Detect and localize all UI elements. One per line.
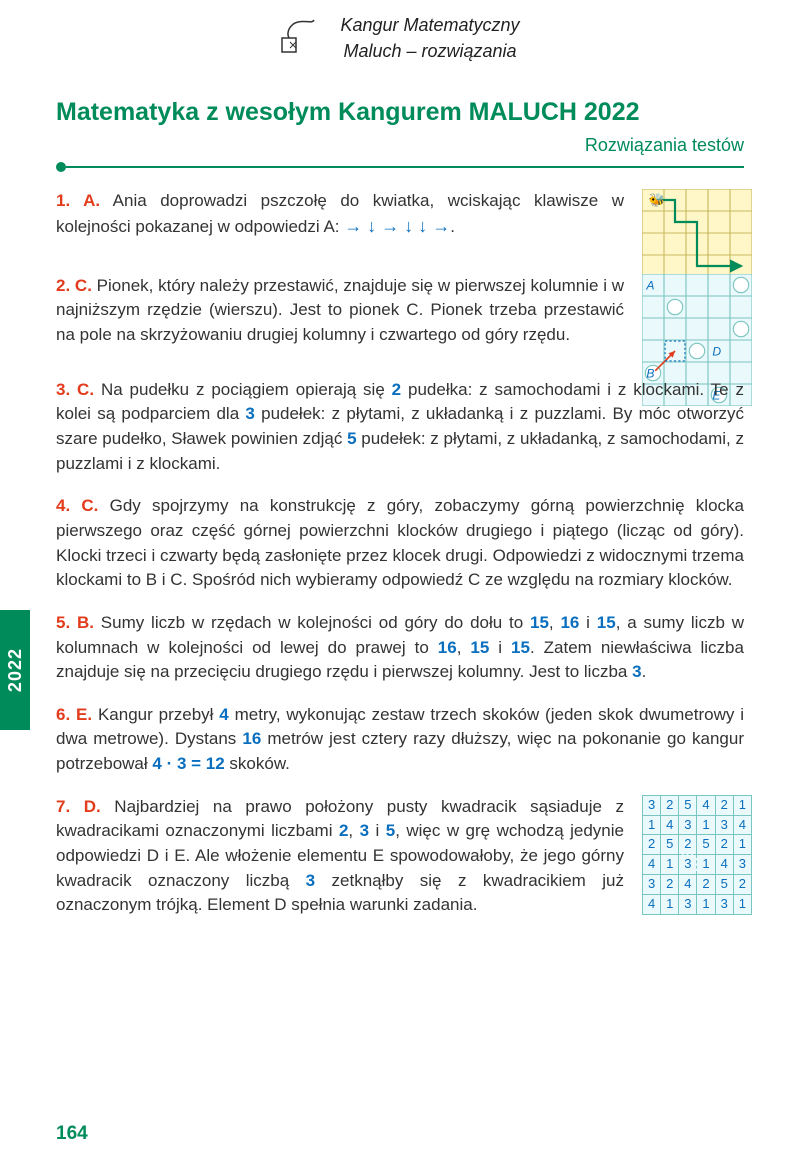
svg-text:A: A — [645, 278, 654, 292]
table-cell: 3 — [679, 855, 697, 875]
solution-6: 6. E. Kangur przebył 4 metry, wykonując … — [56, 703, 744, 777]
table-cell: 5 — [661, 835, 679, 855]
table-cell: 1 — [733, 894, 751, 914]
solution-4: 4. C. Gdy spojrzymy na konstrukcję z gór… — [56, 494, 744, 593]
solution-1: 1. A. Ania doprowadzi pszczołę do kwiatk… — [56, 189, 744, 240]
answer-number: 5. B. — [56, 613, 94, 632]
table-cell: 1 — [661, 894, 679, 914]
page-header: Kangur Matematyczny Maluch – rozwiązania — [0, 0, 800, 64]
answer-number: 1. A. — [56, 191, 100, 210]
table-cell: 4 — [661, 815, 679, 835]
svg-text:🐝: 🐝 — [649, 192, 665, 207]
solution-text: Pionek, który należy przestawić, znajduj… — [56, 276, 624, 344]
table-cell: 3 — [715, 894, 733, 914]
table-cell: 3 — [679, 815, 697, 835]
table-cell: 4 — [697, 795, 715, 815]
header-subtitle: Maluch – rozwiązania — [60, 38, 800, 64]
table-cell: 2 — [733, 875, 751, 895]
table-cell: 3 — [733, 855, 751, 875]
solution-text: Gdy spojrzymy na konstrukcję z góry, zob… — [56, 496, 744, 589]
solution-7: 7. D. Najbardziej na prawo położony pust… — [56, 795, 744, 918]
page-title: Matematyka z wesołym Kangurem MALUCH 202… — [56, 94, 744, 130]
table-cell: 1 — [697, 815, 715, 835]
page-number: 164 — [56, 1120, 88, 1148]
table-cell: 5 — [715, 875, 733, 895]
table-cell: 2 — [679, 835, 697, 855]
table-cell: 2 — [715, 795, 733, 815]
answer-number: 3. C. — [56, 380, 94, 399]
solution-5: 5. B. Sumy liczb w rzędach w kolejności … — [56, 611, 744, 685]
table-cell: 5 — [697, 835, 715, 855]
table-cell: 1 — [697, 855, 715, 875]
solution-3: 3. C. Na pudełku z pociągiem opierają si… — [56, 378, 744, 477]
table-cell: 4 — [643, 894, 661, 914]
page-subtitle: Rozwiązania testów — [0, 132, 744, 158]
header-title: Kangur Matematyczny — [60, 12, 800, 38]
table-cell: 3 — [715, 815, 733, 835]
table-cell: 3 — [679, 894, 697, 914]
figure-number-table: 325421143134252521413143324252413131 — [642, 795, 752, 915]
table-cell: 3 — [643, 875, 661, 895]
year-tab: 2022 — [0, 610, 30, 730]
answer-number: 2. C. — [56, 276, 92, 295]
table-cell: 4 — [643, 855, 661, 875]
solution-text: Ania doprowadzi pszczołę do kwiatka, wci… — [56, 191, 624, 237]
table-cell: 4 — [715, 855, 733, 875]
svg-text:D: D — [712, 344, 721, 358]
arrow-sequence: → ↓ → ↓ ↓ → — [344, 216, 450, 236]
table-cell: 2 — [697, 875, 715, 895]
table-cell: 2 — [715, 835, 733, 855]
table-cell: 1 — [643, 815, 661, 835]
table-cell: 1 — [661, 855, 679, 875]
content: 1. A. Ania doprowadzi pszczołę do kwiatk… — [0, 189, 800, 918]
table-cell: 1 — [733, 835, 751, 855]
answer-number: 4. C. — [56, 496, 98, 515]
table-cell: 5 — [679, 795, 697, 815]
answer-number: 6. E. — [56, 705, 92, 724]
table-cell: 2 — [643, 835, 661, 855]
table-cell: 1 — [733, 795, 751, 815]
kangaroo-logo — [276, 14, 320, 58]
table-cell: 2 — [661, 875, 679, 895]
solution-2: 2. C. Pionek, który należy przestawić, z… — [56, 274, 744, 348]
table-cell: 4 — [679, 875, 697, 895]
title-rule — [56, 165, 744, 169]
table-cell: 4 — [733, 815, 751, 835]
table-cell: 3 — [643, 795, 661, 815]
answer-number: 7. D. — [56, 797, 101, 816]
table-cell: 2 — [661, 795, 679, 815]
table-cell: 1 — [697, 894, 715, 914]
